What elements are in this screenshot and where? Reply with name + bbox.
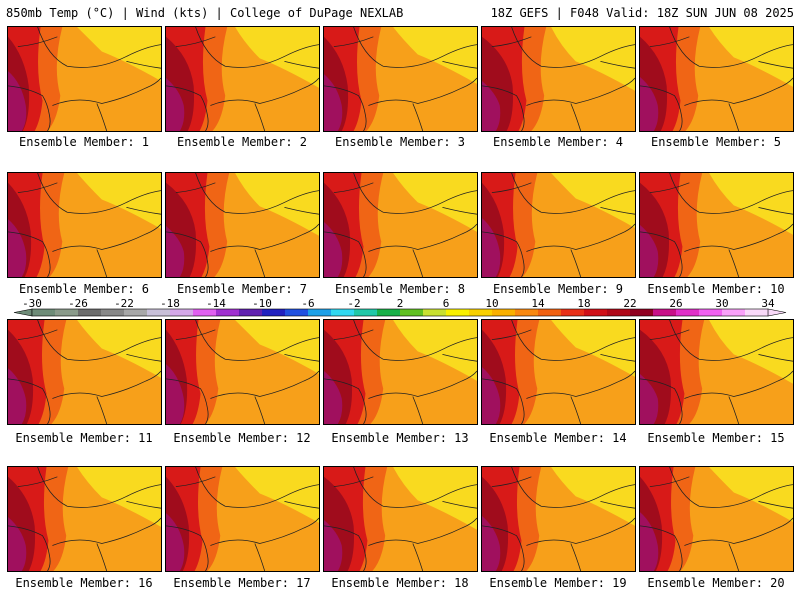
colorbar-swatch	[354, 309, 378, 316]
colorbar-tick-label: 2	[397, 297, 404, 310]
ensemble-member-map	[165, 319, 320, 425]
ensemble-member-map	[165, 466, 320, 572]
ensemble-member-map	[7, 319, 162, 425]
ensemble-member-label: Ensemble Member: 8	[334, 282, 466, 296]
ensemble-member-map	[7, 26, 162, 132]
colorbar-swatch	[630, 309, 654, 316]
colorbar-high-arrow	[767, 308, 787, 317]
ensemble-member-label: Ensemble Member: 17	[173, 576, 311, 590]
colorbar-swatch	[239, 309, 263, 316]
colorbar-swatch	[469, 309, 493, 316]
colorbar-swatch	[170, 309, 194, 316]
colorbar-swatch	[193, 309, 217, 316]
colorbar-swatch	[101, 309, 125, 316]
colorbar-frame	[31, 308, 769, 317]
ensemble-member-map	[639, 26, 794, 132]
ensemble-member-map	[639, 172, 794, 278]
colorbar-tick-label: -6	[301, 297, 314, 310]
colorbar-swatch	[607, 309, 631, 316]
colorbar-tick-label: -2	[347, 297, 360, 310]
ensemble-member-map	[639, 466, 794, 572]
ensemble-member-label: Ensemble Member: 5	[650, 135, 782, 149]
colorbar-tick-label: -18	[160, 297, 180, 310]
ensemble-member-label: Ensemble Member: 15	[647, 431, 785, 445]
colorbar-tick-label: 30	[715, 297, 728, 310]
colorbar-swatch	[745, 309, 769, 316]
colorbar-tick-label: 10	[485, 297, 498, 310]
colorbar-swatch	[55, 309, 79, 316]
colorbar-swatch	[147, 309, 171, 316]
colorbar-tick-label: -26	[68, 297, 88, 310]
colorbar-tick-label: 22	[623, 297, 636, 310]
colorbar-swatch	[400, 309, 424, 316]
colorbar-swatch	[124, 309, 148, 316]
ensemble-member-map	[165, 26, 320, 132]
ensemble-member-label: Ensemble Member: 11	[15, 431, 153, 445]
ensemble-member-map	[323, 26, 478, 132]
ensemble-member-label: Ensemble Member: 7	[176, 282, 308, 296]
ensemble-member-label: Ensemble Member: 12	[173, 431, 311, 445]
colorbar-tick-label: -30	[22, 297, 42, 310]
colorbar-tick-label: -14	[206, 297, 226, 310]
colorbar-tick-label: 14	[531, 297, 545, 310]
ensemble-member-map	[481, 172, 636, 278]
ensemble-member-map	[481, 319, 636, 425]
ensemble-member-label: Ensemble Member: 9	[492, 282, 624, 296]
colorbar-swatch	[331, 309, 355, 316]
ensemble-member-label: Ensemble Member: 1	[18, 135, 150, 149]
ensemble-member-label: Ensemble Member: 14	[489, 431, 627, 445]
ensemble-member-label: Ensemble Member: 4	[492, 135, 624, 149]
colorbar-swatch	[78, 309, 102, 316]
colorbar-swatch	[262, 309, 286, 316]
colorbar-swatch	[538, 309, 562, 316]
colorbar-swatch	[423, 309, 447, 316]
colorbar-tick-label: 18	[577, 297, 590, 310]
ensemble-member-map	[7, 466, 162, 572]
colorbar-swatch	[32, 309, 56, 316]
colorbar-swatch	[699, 309, 723, 316]
ensemble-member-label: Ensemble Member: 10	[647, 282, 785, 296]
ensemble-member-map	[323, 172, 478, 278]
colorbar-swatch	[561, 309, 585, 316]
ensemble-member-map	[165, 172, 320, 278]
ensemble-member-map	[323, 319, 478, 425]
ensemble-member-label: Ensemble Member: 16	[15, 576, 153, 590]
colorbar-swatch	[653, 309, 677, 316]
ensemble-member-map	[7, 172, 162, 278]
ensemble-member-label: Ensemble Member: 18	[331, 576, 469, 590]
ensemble-member-label: Ensemble Member: 13	[331, 431, 469, 445]
valid-time: 18Z GEFS | F048 Valid: 18Z SUN JUN 08 20…	[490, 6, 794, 20]
colorbar-swatch	[377, 309, 401, 316]
ensemble-member-map	[323, 466, 478, 572]
ensemble-member-label: Ensemble Member: 3	[334, 135, 466, 149]
colorbar-swatch	[492, 309, 516, 316]
temperature-colorbar: -30-26-22-18-14-10-6-2261014182226303438…	[13, 297, 787, 317]
colorbar-tick-label: 6	[443, 297, 450, 310]
colorbar-swatch	[308, 309, 332, 316]
colorbar-swatch	[722, 309, 746, 316]
colorbar-swatch	[515, 309, 539, 316]
colorbar-tick-label: 34	[761, 297, 775, 310]
ensemble-member-label: Ensemble Member: 6	[18, 282, 150, 296]
ensemble-member-map	[481, 466, 636, 572]
ensemble-member-label: Ensemble Member: 20	[647, 576, 785, 590]
colorbar-swatch	[285, 309, 309, 316]
colorbar-tick-label: -10	[252, 297, 272, 310]
ensemble-member-map	[481, 26, 636, 132]
ensemble-member-label: Ensemble Member: 19	[489, 576, 627, 590]
colorbar-swatch	[216, 309, 240, 316]
map-title: 850mb Temp (°C) | Wind (kts) | College o…	[6, 6, 404, 20]
colorbar-low-arrow	[13, 308, 33, 317]
colorbar-tick-label: 26	[669, 297, 682, 310]
colorbar-swatch	[676, 309, 700, 316]
ensemble-member-label: Ensemble Member: 2	[176, 135, 308, 149]
ensemble-member-map	[639, 319, 794, 425]
colorbar-swatch	[584, 309, 608, 316]
colorbar-tick-label: -22	[114, 297, 134, 310]
colorbar-swatch	[446, 309, 470, 316]
